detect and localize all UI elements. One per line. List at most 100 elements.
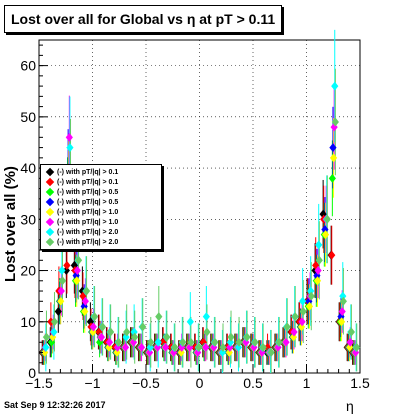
data-point bbox=[139, 322, 147, 332]
data-point bbox=[163, 332, 171, 342]
data-point bbox=[155, 312, 163, 322]
legend-label: (-) with pT/|q| > 1.0 bbox=[57, 209, 119, 216]
data-point bbox=[65, 132, 73, 142]
x-tick-label: −1.5 bbox=[25, 375, 53, 391]
legend-label: (-) with pT/|q| > 2.0 bbox=[57, 239, 119, 246]
y-tick-label: 60 bbox=[20, 58, 36, 74]
x-tick-label: 0 bbox=[196, 375, 204, 391]
legend-label: (-) with pT/|q| > 0.5 bbox=[57, 189, 119, 196]
data-point bbox=[82, 286, 91, 296]
legend-entry: (-) with pT/|q| > 0.5 bbox=[41, 187, 159, 198]
data-point bbox=[298, 317, 306, 327]
x-axis-label: η bbox=[346, 398, 354, 414]
data-point bbox=[258, 348, 266, 358]
legend-marker bbox=[45, 237, 55, 247]
data-point bbox=[179, 337, 187, 347]
data-point bbox=[219, 342, 227, 352]
y-tick-label: 50 bbox=[20, 109, 36, 125]
legend-marker bbox=[45, 187, 55, 197]
legend-entry: (-) with pT/|q| > 2.0 bbox=[41, 237, 159, 248]
legend-label: (-) with pT/|q| > 1.0 bbox=[57, 219, 119, 226]
data-point bbox=[50, 317, 59, 327]
legend-entry: (-) with pT/|q| > 0.1 bbox=[41, 177, 159, 188]
data-point bbox=[291, 312, 299, 322]
legend-marker bbox=[45, 177, 55, 187]
x-tick-label: 0.5 bbox=[243, 375, 263, 391]
data-point bbox=[314, 266, 322, 276]
data-point bbox=[321, 230, 330, 240]
data-point bbox=[351, 348, 360, 358]
data-point bbox=[251, 337, 259, 347]
x-tick-label: 1.5 bbox=[350, 375, 370, 391]
data-point bbox=[195, 342, 203, 352]
data-point bbox=[307, 291, 315, 301]
chart-title: Lost over all for Global vs η at pT > 0.… bbox=[4, 5, 283, 33]
data-point bbox=[331, 117, 339, 127]
data-point bbox=[58, 276, 67, 286]
y-tick-label: 20 bbox=[20, 263, 36, 279]
data-point bbox=[123, 327, 131, 337]
data-point bbox=[54, 307, 62, 317]
data-point bbox=[313, 271, 321, 281]
data-point bbox=[307, 286, 315, 296]
legend-marker bbox=[45, 227, 55, 237]
x-tick-label: −0.5 bbox=[132, 375, 160, 391]
grid-lines bbox=[39, 40, 360, 373]
data-point bbox=[91, 312, 99, 322]
data-point bbox=[58, 266, 66, 276]
legend-marker bbox=[45, 197, 55, 207]
data-point bbox=[49, 332, 57, 342]
data-point bbox=[353, 342, 361, 352]
legend-label: (-) with pT/|q| > 2.0 bbox=[57, 229, 119, 236]
data-point bbox=[42, 342, 50, 352]
legend-entry: (-) with pT/|q| > 1.0 bbox=[41, 207, 159, 218]
legend: (-) with pT/|q| > 0.1 (-) with pT/|q| > 0… bbox=[40, 164, 162, 250]
legend-entry: (-) with pT/|q| > 0.1 bbox=[41, 167, 159, 178]
x-tick-label: −1 bbox=[85, 375, 101, 391]
data-point bbox=[57, 296, 65, 306]
data-point bbox=[337, 312, 345, 322]
data-point bbox=[346, 342, 354, 352]
data-point bbox=[187, 337, 195, 347]
data-point bbox=[227, 332, 235, 342]
y-tick-label: 0 bbox=[28, 365, 36, 381]
data-point bbox=[105, 337, 114, 347]
data-point bbox=[331, 81, 339, 91]
data-point bbox=[202, 342, 210, 352]
data-point bbox=[323, 214, 331, 224]
data-point bbox=[57, 286, 65, 296]
data-point bbox=[275, 337, 283, 347]
data-point bbox=[137, 342, 146, 352]
data-point bbox=[321, 225, 329, 235]
data-point bbox=[121, 342, 130, 352]
data-point bbox=[202, 312, 210, 322]
data-point bbox=[42, 332, 51, 342]
legend-marker bbox=[45, 167, 55, 177]
data-point bbox=[81, 307, 89, 317]
legend-label: (-) with pT/|q| > 0.1 bbox=[57, 169, 119, 176]
data-point bbox=[346, 337, 354, 347]
data-points bbox=[38, 81, 361, 358]
data-point bbox=[329, 143, 337, 153]
legend-entry: (-) with pT/|q| > 2.0 bbox=[41, 227, 159, 238]
data-point bbox=[329, 153, 338, 163]
data-point bbox=[315, 240, 323, 250]
data-point bbox=[47, 337, 56, 347]
y-tick-label: 40 bbox=[20, 160, 36, 176]
data-point bbox=[313, 276, 322, 286]
legend-label: (-) with pT/|q| > 0.1 bbox=[57, 179, 119, 186]
legend-marker bbox=[45, 217, 55, 227]
data-point bbox=[339, 291, 347, 301]
data-point bbox=[328, 250, 336, 260]
y-axis-label: Lost over all (%) bbox=[2, 166, 19, 282]
legend-label: (-) with pT/|q| > 0.5 bbox=[57, 199, 119, 206]
data-point bbox=[305, 301, 314, 311]
data-point bbox=[330, 122, 338, 132]
data-point bbox=[115, 337, 123, 347]
y-tick-label: 30 bbox=[20, 211, 36, 227]
data-point bbox=[347, 327, 355, 337]
data-point bbox=[186, 317, 194, 327]
data-point bbox=[74, 255, 83, 265]
data-point bbox=[131, 332, 139, 342]
